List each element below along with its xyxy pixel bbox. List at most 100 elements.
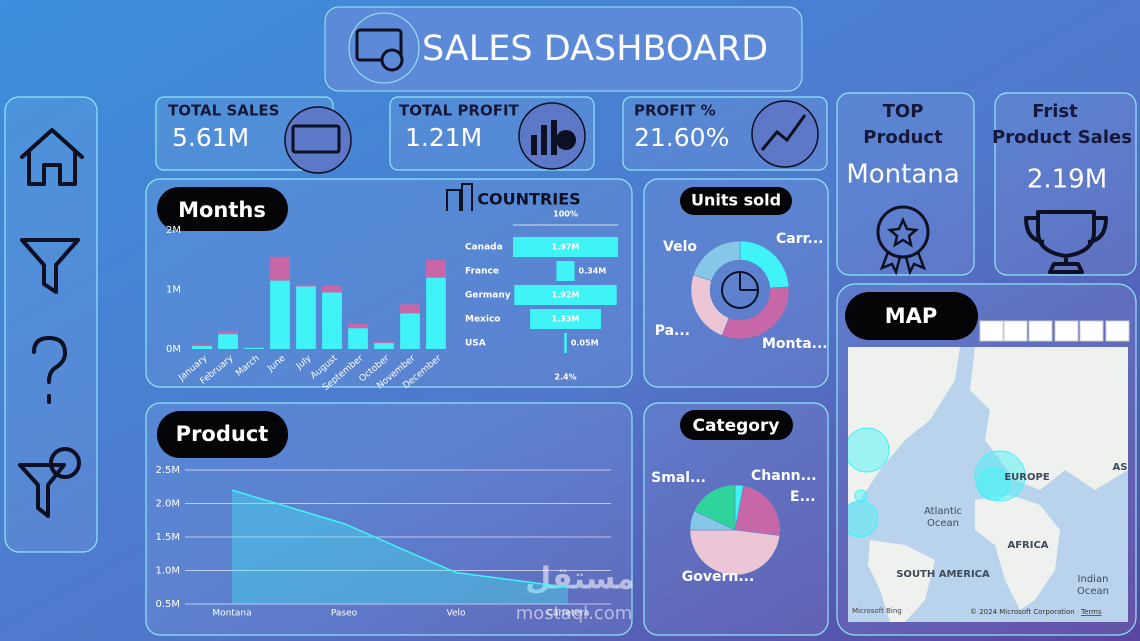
bar-segment bbox=[296, 284, 316, 287]
bar-segment bbox=[218, 331, 238, 335]
help-icon[interactable] bbox=[32, 336, 67, 404]
map-label: AS bbox=[1113, 462, 1128, 473]
kpi-icon-trend bbox=[760, 114, 807, 151]
slice-label: Smal... bbox=[651, 470, 706, 486]
toolbar-button[interactable] bbox=[1079, 320, 1104, 342]
category-label: Mexico bbox=[465, 315, 500, 325]
map-land bbox=[868, 540, 935, 622]
bar-segment bbox=[348, 328, 368, 349]
bar-segment bbox=[374, 343, 394, 349]
value-label: 1.33M bbox=[552, 315, 580, 324]
bar-segment bbox=[400, 304, 420, 314]
bar-segment bbox=[296, 286, 316, 349]
map-terms-link[interactable]: Terms bbox=[1080, 608, 1102, 616]
y-tick-label: 1.0M bbox=[155, 566, 180, 577]
pie-slice bbox=[693, 484, 736, 531]
map-bubble[interactable] bbox=[974, 450, 1026, 502]
pie-slice bbox=[734, 485, 781, 536]
slice-label: Velo bbox=[663, 239, 697, 255]
header-icon bbox=[348, 12, 420, 84]
toolbar-button[interactable] bbox=[1003, 320, 1028, 342]
slice-label: E... bbox=[790, 489, 816, 505]
value-label: 1.97M bbox=[552, 243, 580, 252]
map-label: EUROPE bbox=[1004, 472, 1049, 483]
funnel-bar bbox=[514, 285, 617, 305]
bar-segment bbox=[400, 313, 420, 349]
map-toolbar bbox=[979, 320, 1130, 342]
title-pill bbox=[845, 292, 978, 340]
map-label: Ocean bbox=[1077, 586, 1109, 597]
header-icon-board bbox=[355, 28, 403, 62]
chart-title: Product bbox=[176, 422, 269, 446]
chart-title: Units sold bbox=[691, 191, 781, 210]
category-label: France bbox=[465, 267, 499, 277]
x-tick-label: Carretera bbox=[547, 609, 590, 619]
x-tick-label: Montana bbox=[212, 609, 251, 619]
home-icon[interactable] bbox=[20, 128, 84, 186]
map-label: AFRICA bbox=[1007, 540, 1048, 551]
title-pill bbox=[680, 410, 793, 440]
slice-label: Carr... bbox=[776, 231, 824, 247]
chart-title: Months bbox=[178, 198, 266, 222]
donut-center-icon bbox=[739, 272, 758, 291]
map-label: Atlantic bbox=[924, 506, 962, 517]
map-bubble[interactable] bbox=[976, 467, 1010, 501]
card-value: 2.19M bbox=[1027, 165, 1107, 195]
bar-segment bbox=[218, 334, 238, 349]
toolbar-button[interactable] bbox=[1054, 320, 1079, 342]
bar-segment bbox=[426, 277, 446, 349]
bar-segment bbox=[244, 347, 264, 349]
watermark: مستقل bbox=[525, 562, 635, 597]
months-panel bbox=[145, 178, 633, 388]
chart-title: COUNTRIES bbox=[477, 190, 580, 209]
bar-segment bbox=[426, 259, 446, 278]
map-label: Indian bbox=[1078, 574, 1109, 585]
y-tick-label: 0.5M bbox=[155, 599, 180, 610]
map-title: MAP bbox=[885, 304, 938, 328]
toolbar-button[interactable] bbox=[1105, 320, 1130, 342]
watermark: mostaql.com bbox=[516, 603, 633, 624]
card-label: Product bbox=[863, 127, 943, 148]
first-sales-card bbox=[994, 92, 1137, 276]
kpi-label: TOTAL PROFIT bbox=[399, 102, 520, 120]
card-value: Montana bbox=[846, 160, 959, 190]
kpi-label: PROFIT % bbox=[634, 102, 716, 120]
funnel-bar bbox=[530, 309, 601, 329]
header-icon-gear bbox=[380, 48, 404, 72]
slice-label: Monta... bbox=[762, 336, 828, 352]
pie-slice bbox=[689, 529, 780, 576]
kpi-value: 5.61M bbox=[172, 123, 249, 152]
filter-icon[interactable] bbox=[20, 238, 80, 294]
header-title: SALES DASHBOARD bbox=[422, 29, 768, 69]
map-view[interactable]: Atlantic Ocean EUROPE AFRICA SOUTH AMERI… bbox=[842, 347, 1128, 622]
slice-label: Pa... bbox=[655, 323, 690, 339]
sidebar bbox=[4, 96, 98, 553]
slice-label: Chann... bbox=[751, 468, 817, 484]
top-product-card bbox=[836, 92, 975, 276]
map-bubble[interactable] bbox=[854, 489, 868, 503]
toolbar-button[interactable] bbox=[1028, 320, 1053, 342]
slice-label: Govern... bbox=[682, 569, 755, 585]
header-panel bbox=[324, 6, 803, 92]
card-label: TOP bbox=[883, 101, 924, 122]
bar-segment bbox=[322, 285, 342, 293]
clear-filter-badge[interactable] bbox=[49, 447, 81, 479]
value-label: 0.05M bbox=[571, 339, 599, 348]
map-bubble[interactable] bbox=[842, 500, 879, 538]
y-tick-label: 0M bbox=[166, 344, 181, 355]
bar-segment bbox=[192, 346, 212, 349]
map-label: Ocean bbox=[927, 518, 959, 529]
kpi-value: 21.60% bbox=[634, 123, 729, 152]
y-tick-label: 2.5M bbox=[155, 465, 180, 476]
annotation: 2.4% bbox=[554, 373, 576, 382]
map-bubble[interactable] bbox=[845, 427, 890, 473]
units-panel bbox=[643, 178, 829, 388]
map-land bbox=[848, 347, 960, 505]
clear-filter-icon[interactable] bbox=[18, 463, 66, 518]
toolbar-button[interactable] bbox=[979, 320, 1004, 342]
y-tick-label: 2.0M bbox=[155, 499, 180, 510]
funnel-bar bbox=[513, 237, 618, 257]
map-attribution: © 2024 Microsoft Corporation bbox=[970, 608, 1075, 616]
